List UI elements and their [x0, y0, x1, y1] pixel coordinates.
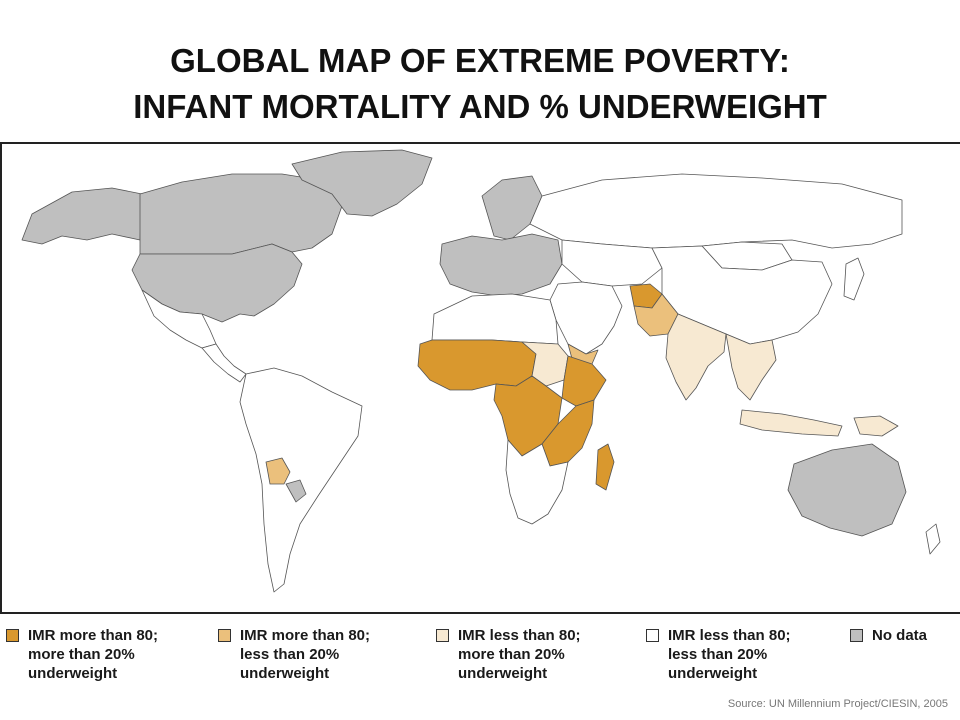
region-japan	[843, 257, 865, 301]
region-new-guinea	[853, 415, 899, 437]
region-russia	[529, 173, 903, 249]
region-greenland	[291, 149, 433, 217]
region-new-zealand	[925, 523, 941, 555]
title-line-2: INFANT MORTALITY AND % UNDERWEIGHT	[133, 88, 827, 125]
legend-swatch	[436, 629, 449, 642]
region-india	[665, 313, 727, 401]
region-central-asia	[561, 239, 663, 287]
region-europe	[439, 233, 563, 297]
region-sahel-west-africa	[417, 339, 537, 391]
legend-swatch	[218, 629, 231, 642]
region-canada	[139, 173, 343, 255]
region-paraguay	[285, 479, 307, 503]
legend-label: IMR more than 80; more than 20% underwei…	[28, 627, 159, 682]
region-southern-africa	[505, 439, 569, 525]
region-australia	[787, 443, 907, 537]
legend-swatch	[850, 629, 863, 642]
legend-item-imr-high-uw-high: IMR more than 80; more than 20% underwei…	[6, 626, 158, 683]
world-map	[0, 142, 960, 614]
region-central-america	[201, 343, 247, 383]
title-line-1: GLOBAL MAP OF EXTREME POVERTY:	[170, 42, 790, 79]
region-ethiopia	[561, 355, 607, 407]
legend-item-imr-low-uw-low: IMR less than 80; less than 20% underwei…	[646, 626, 791, 683]
legend-swatch	[646, 629, 659, 642]
world-map-svg	[21, 149, 941, 593]
region-south-america	[239, 367, 363, 593]
legend-item-no-data: No data	[850, 626, 927, 645]
legend-item-imr-low-uw-high: IMR less than 80; more than 20% underwei…	[436, 626, 581, 683]
legend-label: IMR less than 80; more than 20% underwei…	[458, 627, 581, 682]
region-scandinavia	[481, 175, 543, 241]
region-alaska	[21, 187, 143, 245]
region-madagascar	[595, 443, 615, 491]
legend-swatch	[6, 629, 19, 642]
region-sudan	[521, 341, 569, 387]
legend-item-imr-high-uw-low: IMR more than 80; less than 20% underwei…	[218, 626, 370, 683]
region-bolivia	[265, 457, 291, 485]
region-north-africa	[431, 293, 559, 345]
legend-label: No data	[872, 627, 928, 644]
region-southeast-asia	[725, 333, 777, 401]
source-credit: Source: UN Millennium Project/CIESIN, 20…	[727, 698, 948, 710]
map-title: GLOBAL MAP OF EXTREME POVERTY: INFANT MO…	[0, 38, 960, 130]
region-indonesia	[739, 409, 843, 437]
legend-label: IMR less than 80; less than 20% underwei…	[668, 627, 791, 682]
region-middle-east	[549, 281, 623, 355]
legend-label: IMR more than 80; less than 20% underwei…	[240, 627, 371, 682]
map-legend: IMR more than 80; more than 20% underwei…	[0, 626, 960, 696]
